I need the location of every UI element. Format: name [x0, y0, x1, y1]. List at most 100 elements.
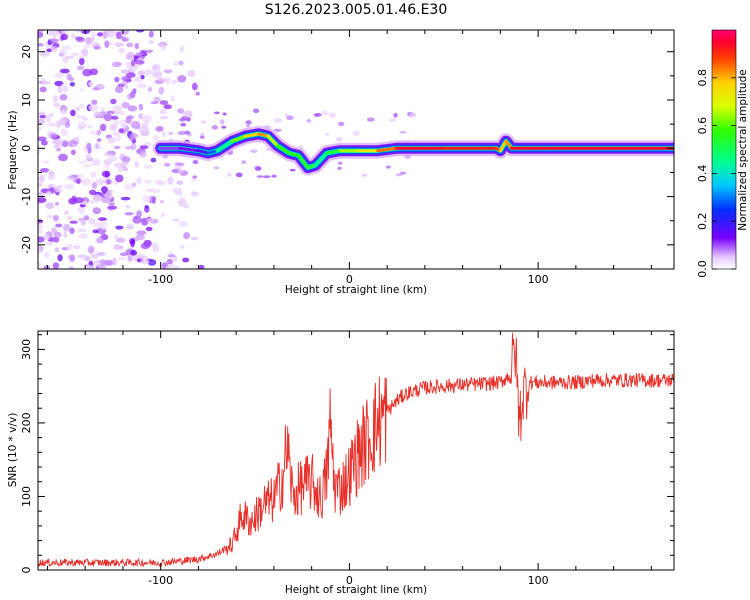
noise-blob — [53, 144, 63, 149]
noise-blob — [160, 212, 166, 218]
noise-blob — [145, 226, 153, 232]
noise-blob — [94, 112, 103, 119]
noise-blob — [138, 70, 145, 76]
noise-blob — [150, 242, 159, 249]
ridge-segment — [244, 132, 261, 138]
noise-blob — [190, 191, 200, 197]
noise-blob — [64, 183, 75, 190]
noise-blob — [144, 205, 149, 209]
noise-blob — [82, 164, 92, 168]
noise-blob — [124, 146, 135, 150]
noise-blob — [147, 259, 157, 266]
noise-blob — [90, 31, 96, 39]
noise-blob — [121, 101, 130, 109]
noise-blob — [159, 115, 169, 120]
noise-blob — [241, 160, 247, 165]
noise-blob — [88, 81, 95, 87]
y-tick-label: 100 — [20, 486, 33, 507]
noise-blob — [55, 189, 64, 193]
noise-blob — [114, 42, 124, 47]
noise-blob — [62, 223, 71, 232]
noise-blob — [52, 95, 58, 103]
noise-blob — [146, 49, 153, 53]
noise-blob — [68, 77, 75, 82]
ridge-segment — [296, 154, 310, 170]
noise-blob — [92, 229, 99, 234]
y-tick-label: 300 — [20, 339, 33, 360]
noise-blob — [271, 174, 277, 178]
noise-blob — [38, 126, 43, 132]
noise-blob — [132, 216, 142, 224]
noise-blob — [55, 223, 63, 228]
noise-blob — [115, 225, 124, 230]
ridge-segment — [325, 149, 342, 155]
noise-blob — [88, 217, 96, 225]
noise-blob — [70, 149, 76, 156]
noise-blob — [136, 230, 147, 236]
noise-blob — [59, 49, 65, 53]
noise-blob — [117, 256, 127, 261]
noise-blob — [165, 76, 171, 83]
spectrogram-frame — [37, 29, 675, 270]
noise-blob — [148, 39, 155, 45]
noise-blob — [55, 202, 59, 206]
noise-blob — [178, 220, 188, 228]
noise-blob — [163, 104, 172, 110]
noise-blob — [191, 82, 198, 91]
noise-blob — [38, 227, 43, 235]
noise-blob — [158, 180, 166, 186]
noise-blob — [52, 30, 60, 36]
x-tick-label: 0 — [346, 273, 353, 286]
snr-frame — [37, 330, 675, 571]
noise-blob — [187, 69, 196, 78]
noise-blob — [181, 116, 188, 121]
noise-blob — [110, 98, 117, 105]
y-tick-label: -20 — [20, 236, 33, 254]
noise-blob — [173, 60, 180, 67]
noise-blob — [74, 136, 81, 142]
noise-blob — [227, 172, 232, 177]
noise-blob — [57, 254, 63, 262]
noise-blob — [172, 218, 180, 222]
ridge-segment — [313, 151, 329, 167]
y-tick-label: 10 — [20, 93, 33, 107]
noise-blob — [74, 36, 84, 41]
noise-blob — [362, 173, 368, 177]
noise-blob — [170, 95, 175, 102]
noise-blob — [274, 128, 282, 132]
noise-blob — [60, 33, 68, 40]
noise-blob — [157, 78, 168, 82]
noise-blob — [178, 60, 184, 66]
noise-blob — [125, 116, 132, 124]
noise-blob — [158, 86, 165, 95]
noise-blob — [38, 197, 47, 203]
noise-blob — [107, 154, 118, 162]
noise-blob — [136, 210, 143, 218]
noise-blob — [43, 265, 50, 269]
noise-blob — [146, 218, 155, 223]
noise-blob — [352, 130, 360, 136]
noise-blob — [152, 135, 160, 141]
ridge-segment — [504, 139, 514, 150]
noise-blob — [103, 113, 112, 122]
noise-blob — [222, 112, 227, 116]
noise-blob — [168, 131, 174, 135]
noise-blob — [49, 132, 58, 139]
y-tick-label: -10 — [20, 188, 33, 206]
snr-y-label: SNR (10 * v/v) — [7, 413, 19, 488]
noise-blob — [137, 83, 147, 89]
y-tick-label: 200 — [20, 412, 33, 433]
noise-blob — [96, 138, 102, 142]
noise-blob — [395, 173, 402, 177]
noise-blob — [170, 79, 178, 85]
noise-blob — [93, 46, 101, 50]
noise-blob — [101, 186, 108, 194]
noise-blob — [183, 232, 191, 240]
noise-blob — [337, 121, 345, 126]
noise-blob — [52, 262, 60, 269]
noise-blob — [68, 266, 74, 269]
noise-blob — [69, 82, 75, 87]
noise-blob — [143, 179, 153, 184]
snr-line — [38, 332, 674, 568]
